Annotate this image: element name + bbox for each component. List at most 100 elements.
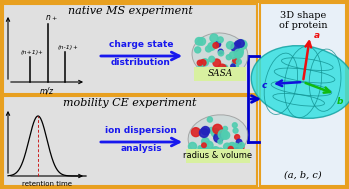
Circle shape — [230, 68, 236, 74]
Ellipse shape — [251, 46, 349, 118]
Bar — [3, 4, 257, 94]
Circle shape — [232, 143, 240, 151]
Circle shape — [197, 60, 202, 65]
Circle shape — [199, 146, 206, 153]
Circle shape — [236, 139, 242, 145]
Circle shape — [198, 38, 206, 45]
Circle shape — [205, 141, 213, 149]
Text: b: b — [337, 97, 343, 106]
Text: radius & volume: radius & volume — [184, 152, 253, 160]
Circle shape — [209, 68, 215, 74]
Text: a: a — [314, 32, 320, 40]
Circle shape — [228, 149, 236, 157]
Circle shape — [211, 147, 220, 155]
Text: m/z: m/z — [40, 87, 54, 96]
Circle shape — [213, 43, 218, 48]
Circle shape — [198, 64, 203, 69]
Circle shape — [223, 126, 228, 131]
Text: native MS experiment: native MS experiment — [68, 6, 192, 16]
Circle shape — [210, 148, 216, 153]
Circle shape — [195, 38, 203, 45]
Circle shape — [188, 142, 196, 150]
Circle shape — [223, 143, 231, 150]
Text: c: c — [262, 81, 267, 91]
Circle shape — [202, 138, 209, 145]
Circle shape — [214, 70, 219, 75]
Circle shape — [218, 139, 222, 144]
Text: SASA: SASA — [207, 70, 233, 78]
Circle shape — [235, 135, 240, 139]
Circle shape — [200, 145, 210, 155]
Circle shape — [207, 117, 213, 122]
Circle shape — [235, 49, 243, 58]
Circle shape — [226, 55, 231, 60]
Circle shape — [210, 34, 218, 42]
Circle shape — [233, 63, 238, 68]
Circle shape — [236, 143, 243, 150]
Circle shape — [218, 64, 226, 73]
Circle shape — [214, 133, 223, 143]
Circle shape — [230, 149, 238, 157]
Circle shape — [235, 41, 240, 46]
Circle shape — [231, 64, 235, 68]
Bar — [3, 96, 257, 186]
Text: mobility CE experiment: mobility CE experiment — [63, 98, 197, 108]
Circle shape — [209, 127, 214, 133]
Text: retention time: retention time — [22, 181, 72, 187]
Text: +: + — [37, 50, 42, 55]
Circle shape — [228, 146, 233, 152]
Circle shape — [208, 43, 216, 50]
Circle shape — [231, 43, 239, 51]
Circle shape — [217, 37, 223, 43]
Text: +: + — [51, 16, 56, 21]
Ellipse shape — [192, 33, 248, 77]
Text: analysis: analysis — [120, 144, 162, 153]
Circle shape — [233, 57, 239, 63]
Text: ion dispersion: ion dispersion — [105, 126, 177, 135]
Circle shape — [222, 131, 230, 139]
Circle shape — [228, 143, 237, 151]
Circle shape — [200, 60, 206, 66]
Circle shape — [223, 65, 228, 70]
Circle shape — [203, 149, 212, 158]
Bar — [186, 149, 250, 163]
Circle shape — [215, 68, 224, 77]
Circle shape — [201, 126, 210, 135]
Circle shape — [200, 128, 209, 137]
Circle shape — [238, 145, 244, 151]
Text: (n+1): (n+1) — [21, 50, 39, 55]
Circle shape — [218, 148, 223, 153]
Circle shape — [191, 128, 200, 137]
Text: n: n — [46, 13, 51, 22]
Circle shape — [229, 52, 237, 59]
Circle shape — [232, 123, 237, 128]
Bar — [194, 67, 246, 81]
Circle shape — [237, 40, 244, 47]
Circle shape — [207, 152, 213, 159]
Circle shape — [206, 46, 211, 52]
Text: +: + — [72, 45, 77, 50]
Circle shape — [195, 47, 201, 53]
Circle shape — [218, 51, 224, 56]
Circle shape — [234, 47, 243, 56]
Circle shape — [227, 42, 234, 49]
Circle shape — [239, 143, 244, 148]
Circle shape — [216, 149, 225, 157]
Circle shape — [215, 42, 221, 47]
Circle shape — [238, 40, 247, 49]
Text: charge state: charge state — [109, 40, 173, 49]
Circle shape — [211, 129, 220, 137]
Bar — [260, 3, 346, 186]
Ellipse shape — [188, 115, 248, 159]
Circle shape — [202, 143, 206, 148]
Text: 3D shape: 3D shape — [280, 11, 326, 19]
Circle shape — [198, 146, 203, 150]
Text: distribution: distribution — [111, 58, 171, 67]
Circle shape — [213, 124, 222, 134]
Circle shape — [225, 68, 235, 78]
Circle shape — [233, 128, 238, 133]
Circle shape — [200, 150, 205, 156]
Circle shape — [236, 59, 242, 64]
Text: (n-1): (n-1) — [57, 45, 73, 50]
Circle shape — [234, 148, 240, 153]
